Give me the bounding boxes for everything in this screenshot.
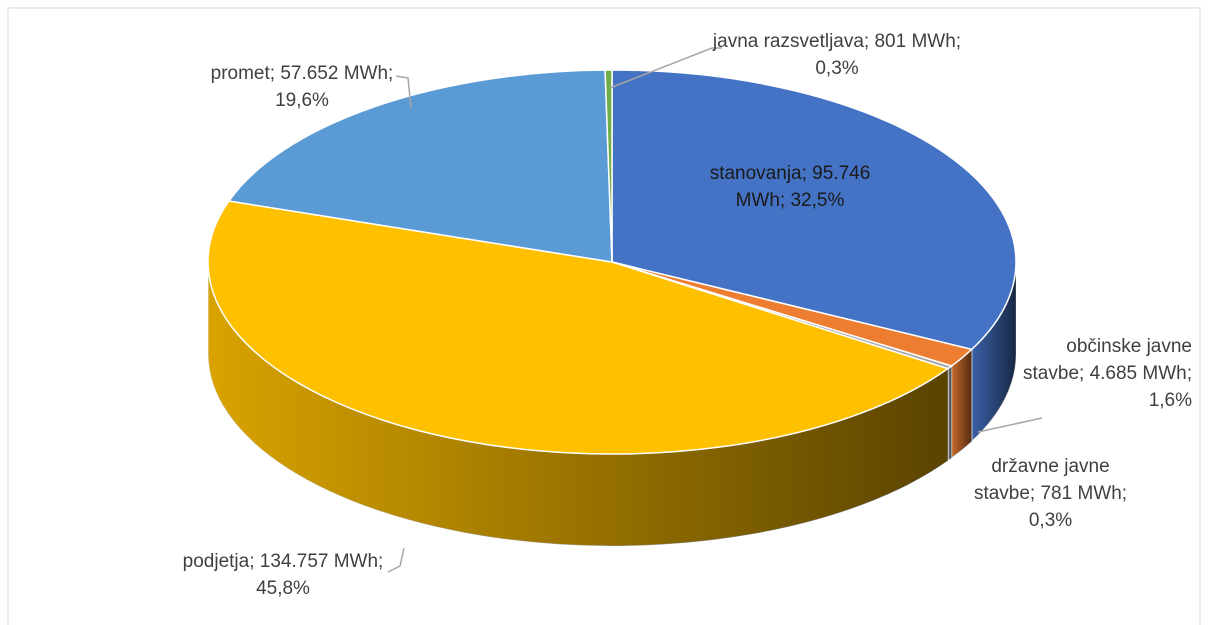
slice: [611, 69, 1017, 351]
leader-line: [977, 417, 1043, 433]
data-label: promet; 57.652 MWh; 19,6%: [210, 63, 394, 111]
leader-line: [395, 75, 412, 109]
slice: [604, 69, 613, 263]
slice: [207, 200, 950, 455]
pie-tops: [207, 69, 1017, 455]
data-label: podjetja; 134.757 MWh; 45,8%: [182, 551, 384, 599]
chart-border: [7, 7, 1201, 625]
leader-line: [387, 547, 405, 573]
leader-line: [609, 47, 722, 89]
slice: [227, 69, 613, 263]
data-label: občinske javne stavbe; 4.685 MWh; 1,6%: [1023, 336, 1192, 411]
slice-side-shade: [208, 262, 948, 547]
slice-side-shade: [947, 366, 952, 461]
slice-side-shade: [951, 349, 972, 459]
data-label: državne javne stavbe; 781 MWh; 0,3%: [973, 456, 1128, 531]
leader-lines: [387, 47, 1043, 573]
data-label: stanovanja; 95.746 MWh; 32,5%: [709, 163, 871, 211]
data-label: javna razsvetljava; 801 MWh; 0,3%: [712, 31, 962, 79]
pie-sides: [207, 261, 1017, 547]
